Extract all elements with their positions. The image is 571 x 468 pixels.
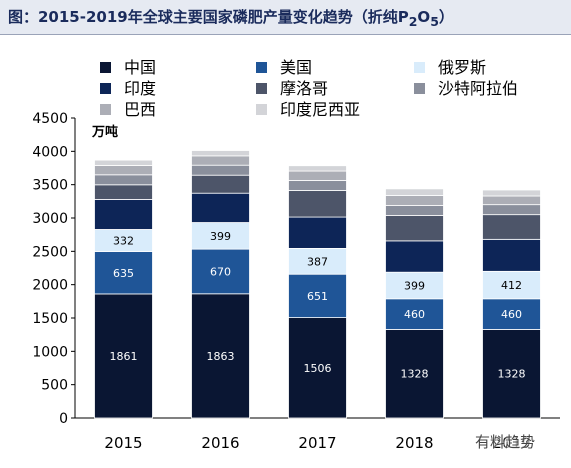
data-label: 651 — [307, 290, 328, 303]
y-tick-label: 3500 — [32, 178, 68, 194]
legend-swatch — [100, 83, 111, 94]
bar-segment — [385, 240, 444, 273]
bar-segment — [288, 179, 347, 191]
legend-label: 印度尼西亚 — [280, 100, 360, 119]
bar-segment — [288, 170, 347, 181]
bar-segment — [191, 150, 250, 157]
bar-segment — [94, 159, 153, 166]
y-tick-label: 1500 — [32, 311, 68, 327]
bar-segment — [94, 184, 153, 200]
bar-segment — [482, 329, 541, 419]
bar-segment — [482, 298, 541, 330]
data-label: 1328 — [498, 368, 526, 381]
watermark: 有料趋势 — [475, 433, 536, 451]
bar-segment — [482, 189, 541, 197]
y-tick-label: 1000 — [32, 344, 68, 360]
legend-label: 中国 — [124, 58, 156, 77]
bar-segment — [191, 174, 250, 194]
y-tick-label: 4500 — [32, 111, 68, 127]
data-label: 1506 — [304, 362, 332, 375]
x-tick-label: 2015 — [104, 434, 142, 452]
legend-swatch — [414, 62, 425, 73]
x-tick-label: 2019 — [492, 434, 530, 452]
bar-segment — [288, 189, 347, 218]
bar-segment — [288, 165, 347, 172]
data-label: 399 — [210, 230, 231, 243]
bar-segment — [94, 251, 153, 295]
bar-segment — [385, 195, 444, 206]
data-label: 332 — [113, 235, 134, 248]
bar-segment — [482, 195, 541, 206]
y-tick-label: 4000 — [32, 144, 68, 160]
bar-segment — [94, 165, 153, 176]
bar-segment — [288, 247, 347, 275]
legend-label: 美国 — [280, 58, 312, 77]
bar-segment — [191, 155, 250, 166]
bar-segment — [385, 298, 444, 330]
legend-swatch — [256, 62, 267, 73]
data-label: 399 — [404, 280, 425, 293]
data-label: 635 — [113, 267, 134, 280]
bar-segment — [191, 164, 250, 176]
bar-segment — [191, 192, 250, 223]
data-label: 670 — [210, 265, 231, 278]
data-label: 1328 — [401, 368, 429, 381]
bar-segment — [94, 199, 153, 230]
y-tick-label: 3000 — [32, 211, 68, 227]
y-tick-label: 500 — [41, 378, 68, 394]
legend-swatch — [414, 83, 425, 94]
legend-label: 俄罗斯 — [438, 58, 486, 77]
data-label: 460 — [501, 308, 522, 321]
data-label: 412 — [501, 279, 522, 292]
x-tick-label: 2018 — [395, 434, 433, 452]
title-bar: 图：2015-2019年全球主要国家磷肥产量变化趋势（折纯P2O5） — [0, 0, 571, 35]
data-label: 1861 — [110, 350, 138, 363]
legend-label: 巴西 — [124, 100, 156, 119]
bar-segment — [482, 214, 541, 240]
legend-swatch — [256, 83, 267, 94]
bar-segment — [385, 205, 444, 216]
data-label: 460 — [404, 308, 425, 321]
bar-segment — [288, 317, 347, 419]
legend-label: 沙特阿拉伯 — [438, 79, 518, 98]
legend-label: 摩洛哥 — [280, 79, 328, 98]
bar-segment — [385, 215, 444, 242]
legend-label: 印度 — [124, 79, 156, 98]
bar-segment — [288, 273, 347, 319]
y-unit-label: 万吨 — [91, 124, 118, 140]
y-tick-label: 2500 — [32, 244, 68, 260]
x-tick-label: 2016 — [201, 434, 239, 452]
bar-segment — [482, 204, 541, 216]
bar-segment — [94, 174, 153, 186]
bar-segment — [385, 188, 444, 196]
bar-segment — [94, 293, 153, 419]
y-tick-label: 2000 — [32, 278, 68, 294]
chart-title: 图：2015-2019年全球主要国家磷肥产量变化趋势（折纯P2O5） — [8, 8, 454, 29]
x-tick-label: 2017 — [298, 434, 336, 452]
legend-swatch — [100, 104, 111, 115]
bar-segment — [385, 329, 444, 419]
data-label: 1863 — [207, 350, 235, 363]
data-label: 387 — [307, 255, 328, 268]
legend-swatch — [256, 104, 267, 115]
legend-swatch — [100, 62, 111, 73]
y-tick-label: 0 — [59, 411, 68, 427]
bar-segment — [482, 238, 541, 272]
bar-segment — [288, 216, 347, 249]
